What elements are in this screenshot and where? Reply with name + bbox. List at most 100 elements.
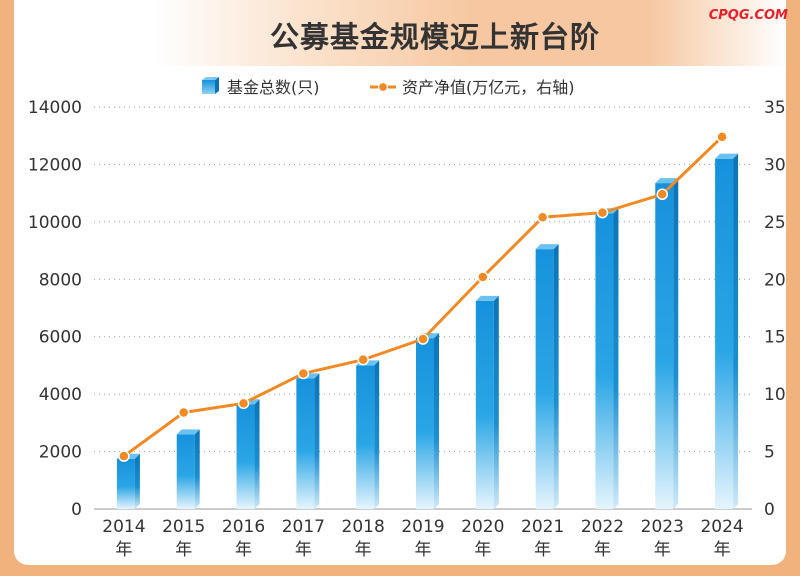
bar-front xyxy=(296,378,315,509)
y-left-tick-label: 0 xyxy=(71,500,82,520)
y-left-tick-label: 12000 xyxy=(28,155,82,175)
line-point xyxy=(357,353,369,366)
bar-side xyxy=(733,153,739,509)
legend-bar-swatch xyxy=(202,77,219,94)
x-tick-label: 2014 xyxy=(102,517,145,537)
line-point xyxy=(237,397,250,410)
bar-side xyxy=(374,360,380,509)
bar-front xyxy=(595,213,614,509)
bar xyxy=(236,399,260,509)
bar-front xyxy=(535,249,554,509)
x-tick-label: 2015 xyxy=(162,517,205,537)
bar-front xyxy=(416,338,434,509)
line-point xyxy=(656,188,669,201)
x-tick-label-unit: 年 xyxy=(355,540,372,560)
x-tick-label: 2020 xyxy=(461,517,504,537)
bar xyxy=(475,295,499,509)
bar-side xyxy=(254,399,260,509)
legend-line-swatch xyxy=(370,81,396,93)
axis-layer: 0 2000 4000 6000 8000 10000 12000 14000 0 5 10 15 20… xyxy=(28,98,786,560)
bar xyxy=(176,429,200,509)
line-point xyxy=(177,406,190,419)
bar xyxy=(416,333,439,509)
bar xyxy=(715,153,739,509)
bar-top xyxy=(715,153,739,159)
x-tick-label-unit: 年 xyxy=(175,540,192,560)
bar-top xyxy=(475,295,499,301)
legend-line-label: 资产净值(万亿元，右轴) xyxy=(402,78,575,97)
bar-side xyxy=(493,295,499,509)
y-left-tick-label: 10000 xyxy=(28,213,82,233)
bar-side xyxy=(314,373,320,509)
x-tick-label-unit: 年 xyxy=(115,540,132,560)
bar-side xyxy=(613,208,619,509)
y-left-tick-label: 6000 xyxy=(39,328,82,348)
bar xyxy=(595,208,619,509)
x-tick-label: 2024 xyxy=(700,517,743,537)
legend-bar-label: 基金总数(只) xyxy=(227,78,320,97)
x-tick-label-unit: 年 xyxy=(235,540,252,560)
line-point xyxy=(297,367,310,380)
bar-top xyxy=(655,178,679,184)
bar xyxy=(356,360,380,509)
x-tick-label-unit: 年 xyxy=(474,540,491,560)
line-point xyxy=(596,206,609,219)
y-right-tick-label: 15 xyxy=(764,328,786,348)
y-right-tick-label: 20 xyxy=(764,270,786,290)
y-right-tick-label: 5 xyxy=(764,443,775,463)
bar xyxy=(116,453,140,509)
bar-side xyxy=(553,244,559,509)
bar-front xyxy=(356,365,375,509)
bar-side xyxy=(673,178,679,510)
x-tick-label: 2023 xyxy=(641,517,684,537)
brand-logo: CPQG.COM xyxy=(708,8,788,23)
bar-front xyxy=(116,458,135,509)
line-point xyxy=(417,333,429,345)
line-point xyxy=(477,271,489,283)
y-right-tick-label: 0 xyxy=(764,500,775,520)
bar-front xyxy=(475,300,494,509)
bar-top xyxy=(535,244,559,250)
bar-top xyxy=(176,429,200,435)
x-tick-label: 2016 xyxy=(222,517,265,537)
x-tick-label-unit: 年 xyxy=(654,540,671,560)
y-left-tick-label: 2000 xyxy=(39,443,82,463)
legend-layer: 基金总数(只) 资产净值(万亿元，右轴) xyxy=(202,77,575,97)
y-left-tick-label: 8000 xyxy=(39,270,82,290)
bar-side xyxy=(134,453,140,509)
x-tick-label: 2021 xyxy=(521,517,564,537)
bar-front xyxy=(715,158,734,509)
bar xyxy=(535,244,559,509)
y-left-tick-label: 4000 xyxy=(39,385,82,405)
bar xyxy=(655,178,679,510)
bar-side xyxy=(434,333,439,509)
bar-side xyxy=(194,429,200,509)
y-right-tick-label: 10 xyxy=(764,385,786,405)
x-tick-label-unit: 年 xyxy=(415,540,432,560)
bar xyxy=(296,373,320,509)
x-tick-label-unit: 年 xyxy=(534,540,551,560)
x-tick-label: 2017 xyxy=(282,517,325,537)
y-right-tick-label: 30 xyxy=(764,155,786,175)
y-right-tick-label: 25 xyxy=(764,213,786,233)
line-layer xyxy=(118,131,728,462)
title-band xyxy=(14,0,786,66)
x-tick-label-unit: 年 xyxy=(295,540,312,560)
x-tick-label: 2019 xyxy=(401,517,444,537)
bar-front xyxy=(176,434,195,509)
line-point xyxy=(716,131,728,143)
bar-front xyxy=(236,404,255,509)
y-right-tick-label: 35 xyxy=(764,98,786,118)
x-tick-label-unit: 年 xyxy=(594,540,611,560)
line-point xyxy=(118,450,130,462)
bar-front xyxy=(655,183,674,510)
bar-layer xyxy=(116,153,739,510)
y-left-tick-label: 14000 xyxy=(28,98,82,118)
line-point xyxy=(536,211,549,224)
x-tick-label: 2018 xyxy=(342,517,385,537)
x-tick-label: 2022 xyxy=(581,517,624,537)
chart-title: 公募基金规模迈上新台阶 xyxy=(269,20,600,54)
x-tick-label-unit: 年 xyxy=(714,540,731,560)
